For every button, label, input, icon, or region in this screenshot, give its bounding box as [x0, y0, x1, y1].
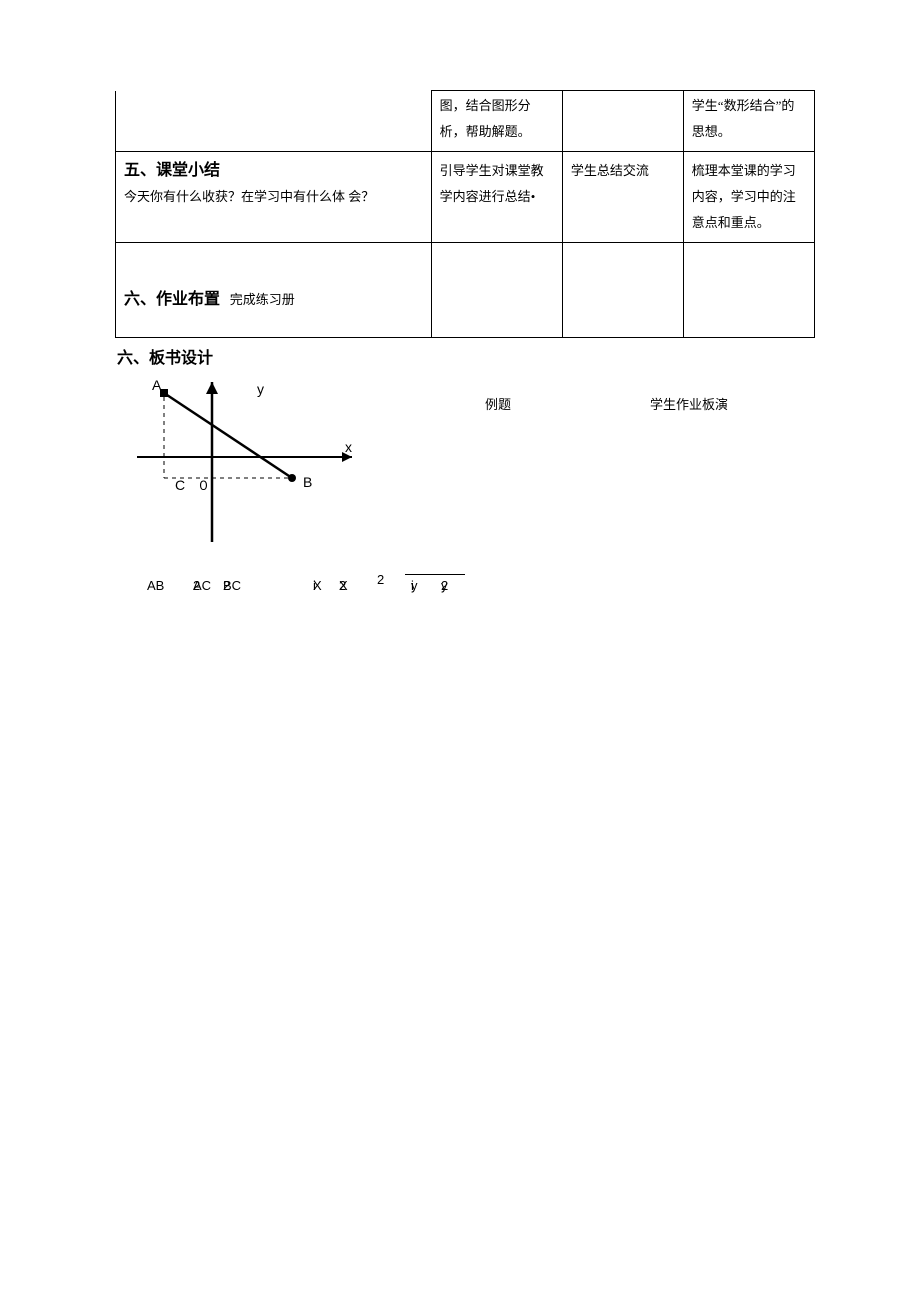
label-C: C: [175, 477, 185, 493]
table-row: 五、课堂小结 今天你有什么收获？在学习中有什么体 会？ 引导学生对课堂教学内容进…: [116, 152, 815, 243]
section-heading: 五、课堂小结: [124, 158, 423, 184]
label-origin: ０: [197, 478, 210, 493]
cell-summary: 五、课堂小结 今天你有什么收获？在学习中有什么体 会？: [116, 152, 432, 243]
cell-purpose: 梳理本堂课的学习内容，学习中的注意点和重点。: [683, 152, 814, 243]
section-heading: 六、作业布置: [124, 291, 220, 308]
student-work-label: 学生作业板演: [650, 394, 728, 413]
formula-AB: AB: [147, 578, 164, 593]
example-label: 例题: [485, 394, 511, 413]
cell-teacher-activity: 引导学生对课堂教学内容进行总结•: [431, 152, 562, 243]
formula-overline: [405, 574, 465, 575]
cell-empty: [683, 243, 814, 338]
cell-student-activity: 学生总结交流: [562, 152, 683, 243]
coordinate-diagram: A B C ０ y x: [127, 372, 377, 552]
label-y: y: [257, 381, 264, 397]
cell-teacher-activity: 图，结合图形分析，帮助解题。: [431, 91, 562, 152]
cell-empty: [562, 243, 683, 338]
formula-row: AB AC2 BC2 Xi X2 2 yi y2: [115, 578, 815, 608]
board-area: A B C ０ y x 例题 学生作业板演: [115, 372, 815, 572]
cell-empty: [431, 243, 562, 338]
cell-purpose: 学生“数形结合”的思想。: [683, 91, 814, 152]
label-B: B: [303, 474, 312, 490]
board-design-title: 六、板书设计: [117, 344, 820, 368]
label-x: x: [345, 439, 352, 455]
formula-exp2: 2: [377, 572, 384, 587]
table-row: 六、作业布置 完成练习册: [116, 243, 815, 338]
cell-student-activity: [562, 91, 683, 152]
table-row: 图，结合图形分析，帮助解题。 学生“数形结合”的思想。: [116, 91, 815, 152]
lesson-table: 图，结合图形分析，帮助解题。 学生“数形结合”的思想。 五、课堂小结 今天你有什…: [115, 90, 815, 338]
label-A: A: [152, 377, 162, 393]
cell-empty: [116, 91, 432, 152]
summary-text: 今天你有什么收获？在学习中有什么体 会？: [124, 184, 423, 210]
cell-homework: 六、作业布置 完成练习册: [116, 243, 432, 338]
